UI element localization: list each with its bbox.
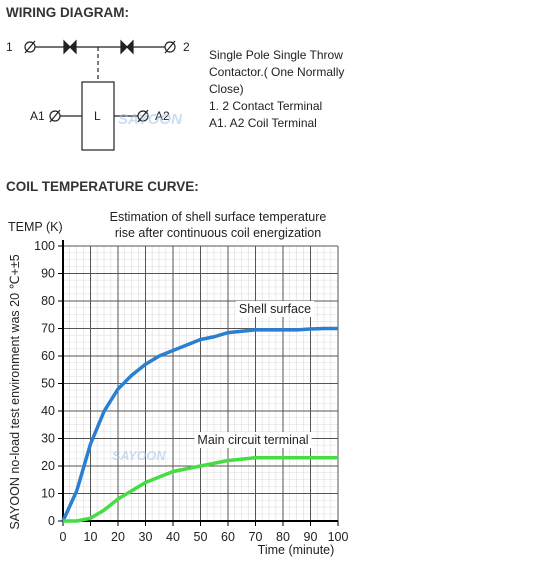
y-tick-label: 70 [41,322,55,336]
x-tick-label: 60 [221,530,235,544]
y-tick-label: 80 [41,294,55,308]
x-tick-label: 70 [249,530,263,544]
x-tick-label: 100 [328,530,349,544]
watermark: SAYOON [118,111,183,128]
coil-label: L [94,109,101,123]
chart-title: rise after continuous coil energization [115,226,321,240]
y-tick-label: 30 [41,432,55,446]
y-tick-label: 50 [41,377,55,391]
terminal-label: A2 [155,109,170,123]
terminal-label: 1 [6,40,13,54]
legend-label: Shell surface [239,302,311,316]
legend-box [194,432,312,448]
y-tick-label: 40 [41,404,55,418]
watermark: SAYOON [112,449,166,463]
x-tick-label: 50 [194,530,208,544]
heading: COIL TEMPERATURE CURVE: [6,179,199,194]
x-tick-label: 20 [111,530,125,544]
terminal-label: 2 [183,40,190,54]
chart: Estimation of shell surface temperature r… [8,210,348,557]
terminal-label: A1 [30,109,45,123]
y-tick-label: 10 [41,487,55,501]
description: Single Pole Single Throw Contactor.( One … [209,48,344,130]
description-line: A1. A2 Coil Terminal [209,116,317,130]
side-note: SAYOON no-load test environment was 20 ℃… [8,254,22,529]
y-tick-label: 20 [41,459,55,473]
line [63,456,338,523]
description-line: 1. 2 Contact Terminal [209,99,322,113]
legend-box [235,301,315,317]
x-tick-label: 10 [84,530,98,544]
description-line: Close) [209,82,244,96]
chart-title: Estimation of shell surface temperature [110,210,327,224]
y-tick-label: 0 [48,514,55,528]
y-axis-label: TEMP (K) [8,220,63,234]
x-tick-label: 30 [139,530,153,544]
description-line: Single Pole Single Throw [209,48,343,62]
x-tick-label: 40 [166,530,180,544]
y-tick-label: 90 [41,267,55,281]
x-axis-label: Time (minute) [258,543,335,557]
y-tick-label: 100 [34,239,55,253]
description-line: Contactor.( One Normally [209,65,344,79]
x-tick-label: 80 [276,530,290,544]
y-tick-label: 60 [41,349,55,363]
heading: WIRING DIAGRAM: [6,5,129,20]
wiring-diagram [24,39,176,151]
x-tick-label: 90 [304,530,318,544]
x-tick-label: 0 [60,530,67,544]
legend-label: Main circuit terminal [197,433,308,447]
line [61,326,338,522]
